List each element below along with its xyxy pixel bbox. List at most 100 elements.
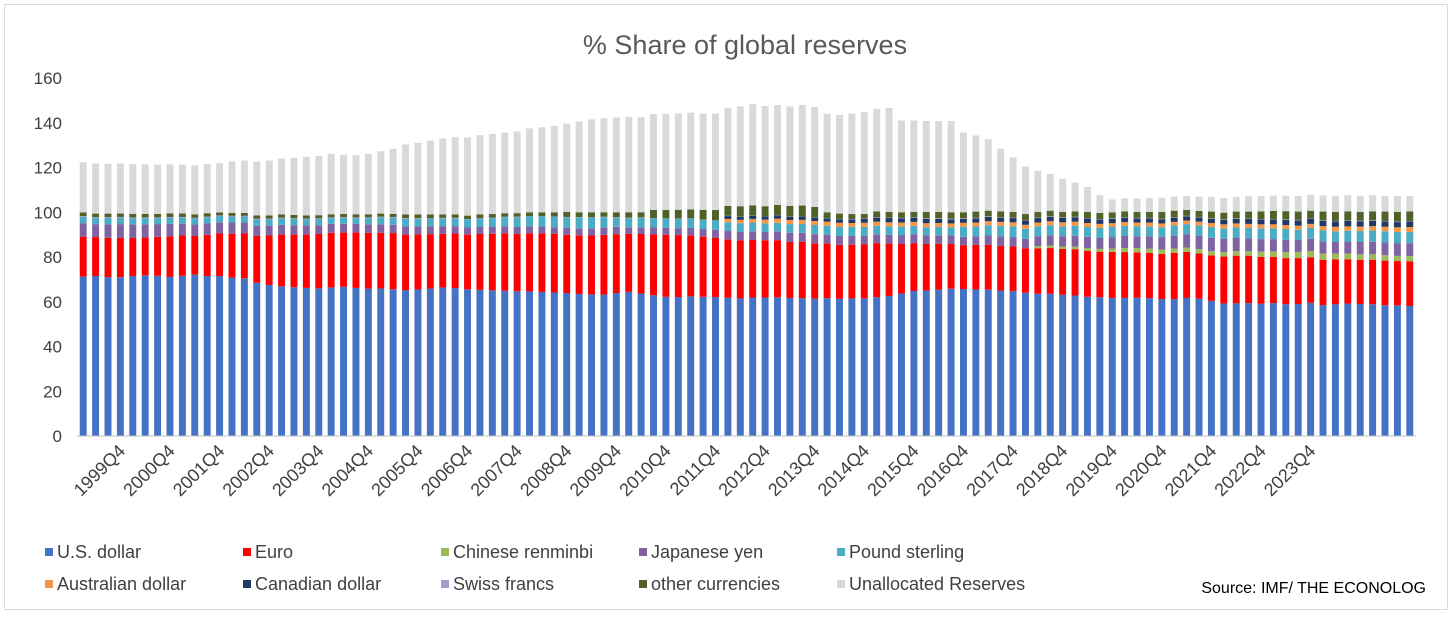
- bar-segment: [1393, 243, 1401, 256]
- bar-segment: [823, 212, 831, 219]
- bar-segment: [1183, 224, 1191, 235]
- bar-segment: [278, 158, 286, 215]
- bar-segment: [1096, 237, 1104, 249]
- bar-segment: [1071, 246, 1079, 250]
- bar-segment: [550, 216, 558, 228]
- bar-segment: [836, 298, 843, 436]
- x-tick-label: 2005Q4: [367, 441, 426, 500]
- bar-segment: [1307, 194, 1315, 211]
- bar-segment: [1381, 231, 1389, 243]
- bar-segment: [290, 287, 298, 436]
- bar-segment: [92, 217, 100, 218]
- bar-segment: [253, 161, 261, 216]
- bar-stack: [637, 117, 645, 436]
- bar-stack: [538, 127, 546, 436]
- bar-segment: [922, 218, 930, 224]
- bar-stack: [340, 154, 348, 436]
- y-tick-label: 0: [53, 427, 62, 446]
- bar-segment: [104, 163, 112, 214]
- bar-stack: [265, 160, 273, 436]
- bar-segment: [650, 114, 657, 211]
- bar-segment: [302, 234, 310, 288]
- legend-swatch: [441, 580, 449, 588]
- bar-segment: [1121, 235, 1129, 249]
- bar-segment: [1369, 211, 1377, 221]
- bar-segment: [340, 217, 348, 218]
- bar-segment: [1245, 218, 1253, 224]
- bar-stack: [315, 155, 323, 436]
- bar-segment: [1232, 255, 1240, 304]
- bar-segment: [873, 217, 881, 222]
- bar-segment: [1381, 260, 1389, 306]
- bar-segment: [860, 235, 868, 245]
- bar-segment: [1393, 261, 1401, 306]
- bar-segment: [699, 296, 707, 436]
- bar-segment: [836, 244, 843, 299]
- bar-segment: [389, 217, 397, 225]
- bar-segment: [538, 127, 546, 213]
- bar-segment: [1096, 251, 1104, 298]
- bar-segment: [674, 228, 682, 236]
- bar-segment: [1356, 242, 1364, 255]
- legend-item: Unallocated Reserves: [837, 574, 1025, 594]
- y-tick-label: 40: [43, 338, 62, 357]
- x-tick-label: 2023Q4: [1260, 441, 1319, 500]
- x-tick-label: 2013Q4: [764, 441, 823, 500]
- bar-segment: [92, 163, 100, 214]
- bar-segment: [811, 220, 819, 226]
- legend-swatch: [45, 548, 53, 556]
- bar-segment: [860, 226, 868, 236]
- bar-segment: [1319, 305, 1327, 436]
- bar-segment: [761, 231, 769, 241]
- bar-segment: [1406, 211, 1414, 221]
- bar-segment: [910, 291, 918, 436]
- bar-segment: [389, 216, 397, 218]
- bar-segment: [1170, 235, 1178, 249]
- x-tick-label: 2017Q4: [962, 441, 1021, 500]
- bar-segment: [724, 222, 732, 232]
- bar-segment: [885, 243, 893, 296]
- bar-segment: [922, 218, 930, 219]
- bar-segment: [724, 107, 732, 206]
- bar-stack: [860, 112, 868, 436]
- bar-stack: [1282, 195, 1290, 436]
- bar-segment: [253, 282, 261, 436]
- bar-segment: [116, 213, 124, 217]
- bar-segment: [1170, 196, 1178, 211]
- bar-segment: [774, 231, 781, 241]
- bar-segment: [1282, 211, 1290, 220]
- bar-stack: [774, 105, 781, 436]
- bar-segment: [997, 221, 1005, 226]
- bar-segment: [1282, 258, 1290, 305]
- bar-segment: [1133, 248, 1141, 253]
- bar-segment: [749, 222, 757, 232]
- bar-segment: [1034, 212, 1042, 218]
- legend-label: Swiss francs: [453, 574, 554, 594]
- bar-segment: [228, 212, 236, 216]
- bar-segment: [798, 223, 806, 233]
- bar-segment: [476, 227, 484, 234]
- legend-item: Australian dollar: [45, 574, 186, 594]
- bar-stack: [984, 139, 992, 436]
- bar-segment: [154, 218, 162, 225]
- bar-segment: [402, 218, 410, 227]
- bar-segment: [1282, 239, 1290, 253]
- bar-segment: [129, 213, 137, 218]
- bar-segment: [104, 237, 112, 278]
- x-tick-label: 2021Q4: [1161, 441, 1220, 500]
- bar-segment: [1269, 256, 1277, 304]
- bar-segment: [1319, 211, 1327, 221]
- bar-segment: [464, 215, 472, 219]
- bar-segment: [1381, 211, 1389, 221]
- bar-segment: [798, 298, 806, 436]
- bar-segment: [687, 112, 695, 210]
- bar-segment: [1108, 212, 1116, 219]
- bar-segment: [786, 224, 794, 233]
- bar-segment: [860, 298, 868, 436]
- bar-segment: [488, 227, 496, 234]
- bar-segment: [1356, 226, 1364, 232]
- bar-segment: [625, 291, 633, 436]
- bar-segment: [1145, 198, 1153, 213]
- bar-segment: [178, 235, 186, 276]
- bar-segment: [327, 223, 335, 233]
